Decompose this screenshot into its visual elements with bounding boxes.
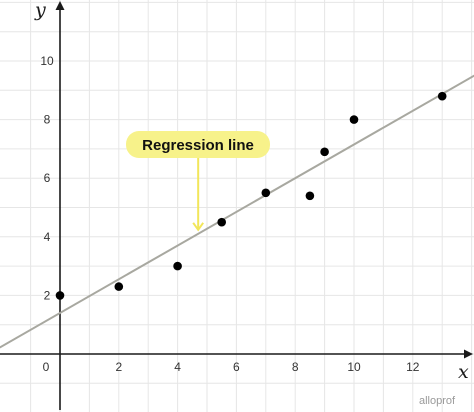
x-axis-arrow [464, 349, 473, 359]
x-tick-label: 12 [406, 360, 420, 374]
data-points [55, 91, 447, 300]
y-tick-label: 2 [44, 288, 51, 302]
x-tick-label: 6 [233, 360, 240, 374]
regression-line-callout: Regression line [126, 131, 270, 232]
y-axis-arrow [55, 1, 65, 10]
tick-labels: 0 2 4 6 8 10 12 2 4 6 8 10 [40, 54, 419, 374]
x-tick-label: 2 [115, 360, 122, 374]
callout-arrow-head [192, 222, 204, 232]
x-tick-label: 0 [43, 360, 50, 374]
data-point [217, 217, 226, 227]
data-point [437, 91, 447, 101]
callout-badge [126, 131, 270, 158]
alloprof-logo: alloprof [419, 395, 456, 407]
callout-label: Regression line [142, 137, 254, 154]
data-point [305, 191, 315, 201]
x-tick-label: 8 [292, 360, 299, 374]
x-tick-label: 10 [347, 360, 361, 374]
data-point [261, 188, 271, 198]
y-tick-label: 4 [44, 230, 51, 244]
x-tick-label: 4 [174, 360, 181, 374]
y-axis-label: y [34, 0, 46, 21]
y-tick-label: 6 [44, 171, 51, 185]
data-point [349, 115, 359, 124]
data-point [320, 147, 329, 157]
y-tick-label: 8 [44, 113, 51, 127]
data-point [114, 282, 124, 291]
y-tick-label: 10 [40, 54, 54, 68]
data-point [55, 291, 65, 300]
data-point [173, 261, 182, 271]
regression-line [0, 74, 474, 349]
x-axis-label: x [458, 361, 469, 383]
